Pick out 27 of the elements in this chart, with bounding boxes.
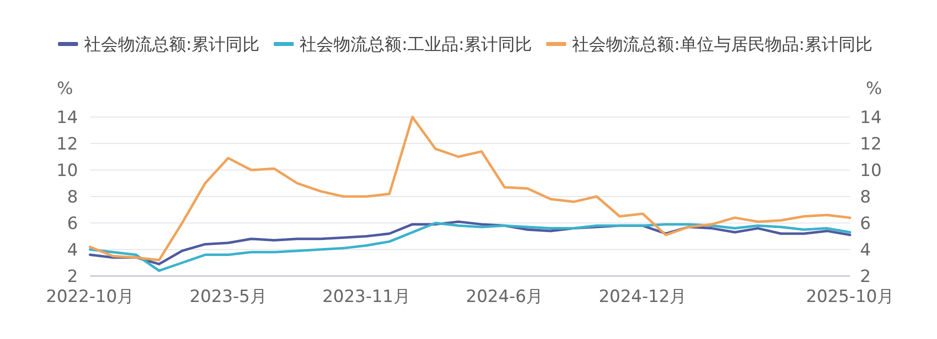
y2-tick-label: 8 (860, 188, 871, 208)
y2-tick-label: 2 (860, 267, 871, 287)
y2-tick-label: 6 (860, 214, 871, 234)
y-tick-label: 4 (67, 240, 78, 260)
y-tick-label: 12 (56, 134, 78, 154)
y2-axis-title: % (866, 79, 882, 99)
y-tick-label: 10 (56, 161, 78, 181)
line-series (88, 116, 852, 262)
legend-label: 社会物流总额:单位与居民物品:累计同比 (572, 35, 873, 55)
y2-tick-label: 4 (860, 240, 871, 260)
y-tick-label: 14 (56, 108, 78, 128)
y-tick-label: 6 (67, 214, 78, 234)
y2-tick-label: 12 (860, 134, 882, 154)
y-tick-label: 8 (67, 188, 78, 208)
x-tick-label: 2025-10月 (806, 287, 894, 307)
y2-tick-label: 10 (860, 161, 882, 181)
legend-label: 社会物流总额:工业品:累计同比 (300, 35, 532, 55)
x-tick-label: 2024-6月 (466, 287, 544, 307)
y2-tick-label: 14 (860, 108, 882, 128)
x-tick-label: 2022-10月 (46, 287, 134, 307)
y-axis-title: % (56, 79, 74, 99)
x-tick-label: 2023-11月 (322, 287, 410, 307)
x-tick-label: 2023-5月 (190, 287, 267, 307)
x-tick-label: 2024-12月 (598, 287, 687, 307)
y-tick-label: 2 (67, 267, 78, 287)
legend-label: 社会物流总额:累计同比 (84, 35, 260, 55)
line-series (88, 222, 852, 272)
